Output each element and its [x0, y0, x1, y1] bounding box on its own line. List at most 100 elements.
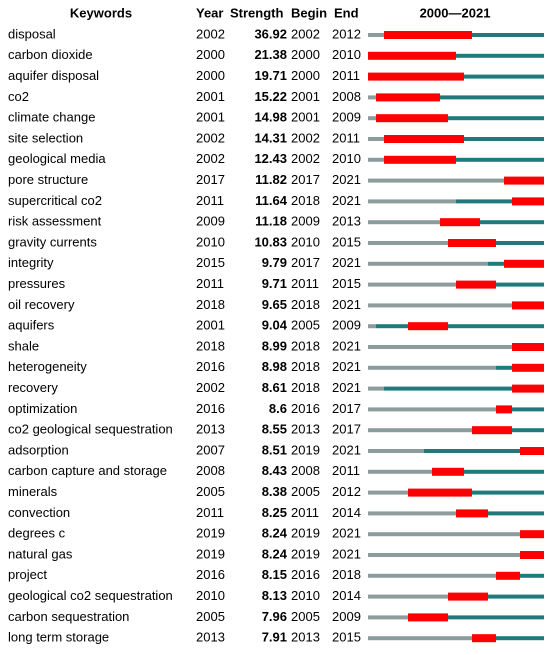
before-segment [368, 386, 384, 391]
burst-bar [504, 176, 544, 185]
begin: 2019 [291, 526, 320, 541]
burst-bar [512, 363, 544, 372]
before-segment [368, 137, 384, 141]
keyword: geological co2 sequestration [8, 588, 173, 603]
strength: 8.43 [262, 463, 287, 478]
burst-bar [408, 488, 472, 497]
year: 2017 [196, 172, 225, 187]
begin: 2016 [291, 567, 320, 582]
year: 2000 [196, 47, 225, 62]
end: 2021 [332, 297, 361, 312]
begin: 2013 [291, 630, 320, 645]
strength: 36.92 [254, 26, 287, 41]
burst-bar [512, 197, 544, 206]
before-segment [368, 199, 456, 204]
strength: 8.25 [262, 505, 287, 520]
keyword: carbon capture and storage [8, 463, 167, 478]
end: 2018 [332, 567, 361, 582]
active-segment [408, 615, 544, 620]
strength: 8.6 [269, 401, 287, 416]
before-segment [368, 553, 520, 557]
before-segment [368, 241, 448, 245]
end: 2011 [332, 68, 360, 83]
end: 2021 [332, 255, 361, 270]
burst-bar [376, 114, 448, 123]
end: 2010 [332, 151, 361, 166]
burst-bar [368, 51, 456, 60]
begin: 2005 [291, 318, 320, 333]
end: 2009 [332, 110, 361, 125]
strength: 10.83 [254, 234, 287, 249]
year: 2018 [196, 297, 225, 312]
begin: 2016 [291, 401, 320, 416]
end: 2021 [332, 193, 361, 208]
strength: 8.61 [262, 380, 287, 395]
begin: 2011 [291, 276, 319, 291]
burst-bar [368, 72, 464, 81]
end: 2021 [332, 172, 361, 187]
year: 2010 [196, 234, 225, 249]
end: 2021 [332, 380, 361, 395]
before-segment [368, 449, 424, 453]
burst-bar [504, 259, 544, 268]
end: 2021 [332, 359, 361, 374]
strength: 8.24 [262, 546, 288, 561]
year: 2013 [196, 630, 225, 645]
strength: 11.82 [255, 172, 287, 187]
end: 2014 [332, 588, 361, 603]
strength: 8.24 [262, 526, 288, 541]
before-segment [368, 33, 384, 37]
active-segment [384, 157, 544, 162]
year: 2005 [196, 609, 225, 624]
active-segment [456, 511, 544, 516]
active-segment [496, 407, 544, 412]
begin: 2001 [291, 110, 320, 125]
strength: 9.71 [262, 276, 287, 291]
keyword: co2 [8, 89, 29, 104]
year: 2018 [196, 338, 225, 353]
strength: 9.04 [262, 318, 288, 333]
year: 2001 [196, 110, 225, 125]
year: 2019 [196, 526, 225, 541]
burst-bar [376, 93, 440, 102]
before-segment [368, 490, 408, 495]
year: 2001 [196, 318, 225, 333]
year: 2019 [196, 546, 225, 561]
before-segment [368, 407, 496, 412]
begin: 2017 [291, 255, 320, 270]
active-segment [472, 636, 544, 641]
header-year: Year [196, 5, 223, 20]
end: 2011 [332, 463, 360, 478]
keyword: natural gas [8, 546, 73, 561]
keyword: disposal [8, 26, 56, 41]
strength: 19.71 [254, 68, 287, 83]
burst-bar [472, 426, 512, 435]
strength: 8.51 [262, 442, 287, 457]
active-segment [432, 469, 544, 474]
before-segment [368, 469, 432, 474]
active-segment [408, 490, 544, 495]
burst-bar [384, 135, 464, 143]
before-segment [368, 365, 496, 370]
before-segment [368, 594, 448, 599]
year: 2007 [196, 442, 225, 457]
year: 2002 [196, 130, 225, 145]
before-segment [368, 157, 384, 162]
strength: 12.43 [254, 151, 287, 166]
year: 2011 [196, 276, 224, 291]
end: 2015 [332, 234, 361, 249]
strength: 21.38 [254, 47, 287, 62]
begin: 2018 [291, 338, 320, 353]
keyword: supercritical co2 [8, 193, 102, 208]
keyword: aquifers [8, 318, 55, 333]
active-segment [376, 324, 544, 329]
begin: 2008 [291, 463, 320, 478]
year: 2016 [196, 401, 225, 416]
end: 2014 [332, 505, 361, 520]
before-segment [368, 511, 456, 516]
burst-bar [496, 571, 520, 580]
end: 2009 [332, 609, 361, 624]
end: 2017 [332, 401, 361, 416]
active-segment [376, 95, 544, 100]
strength: 7.96 [262, 609, 287, 624]
